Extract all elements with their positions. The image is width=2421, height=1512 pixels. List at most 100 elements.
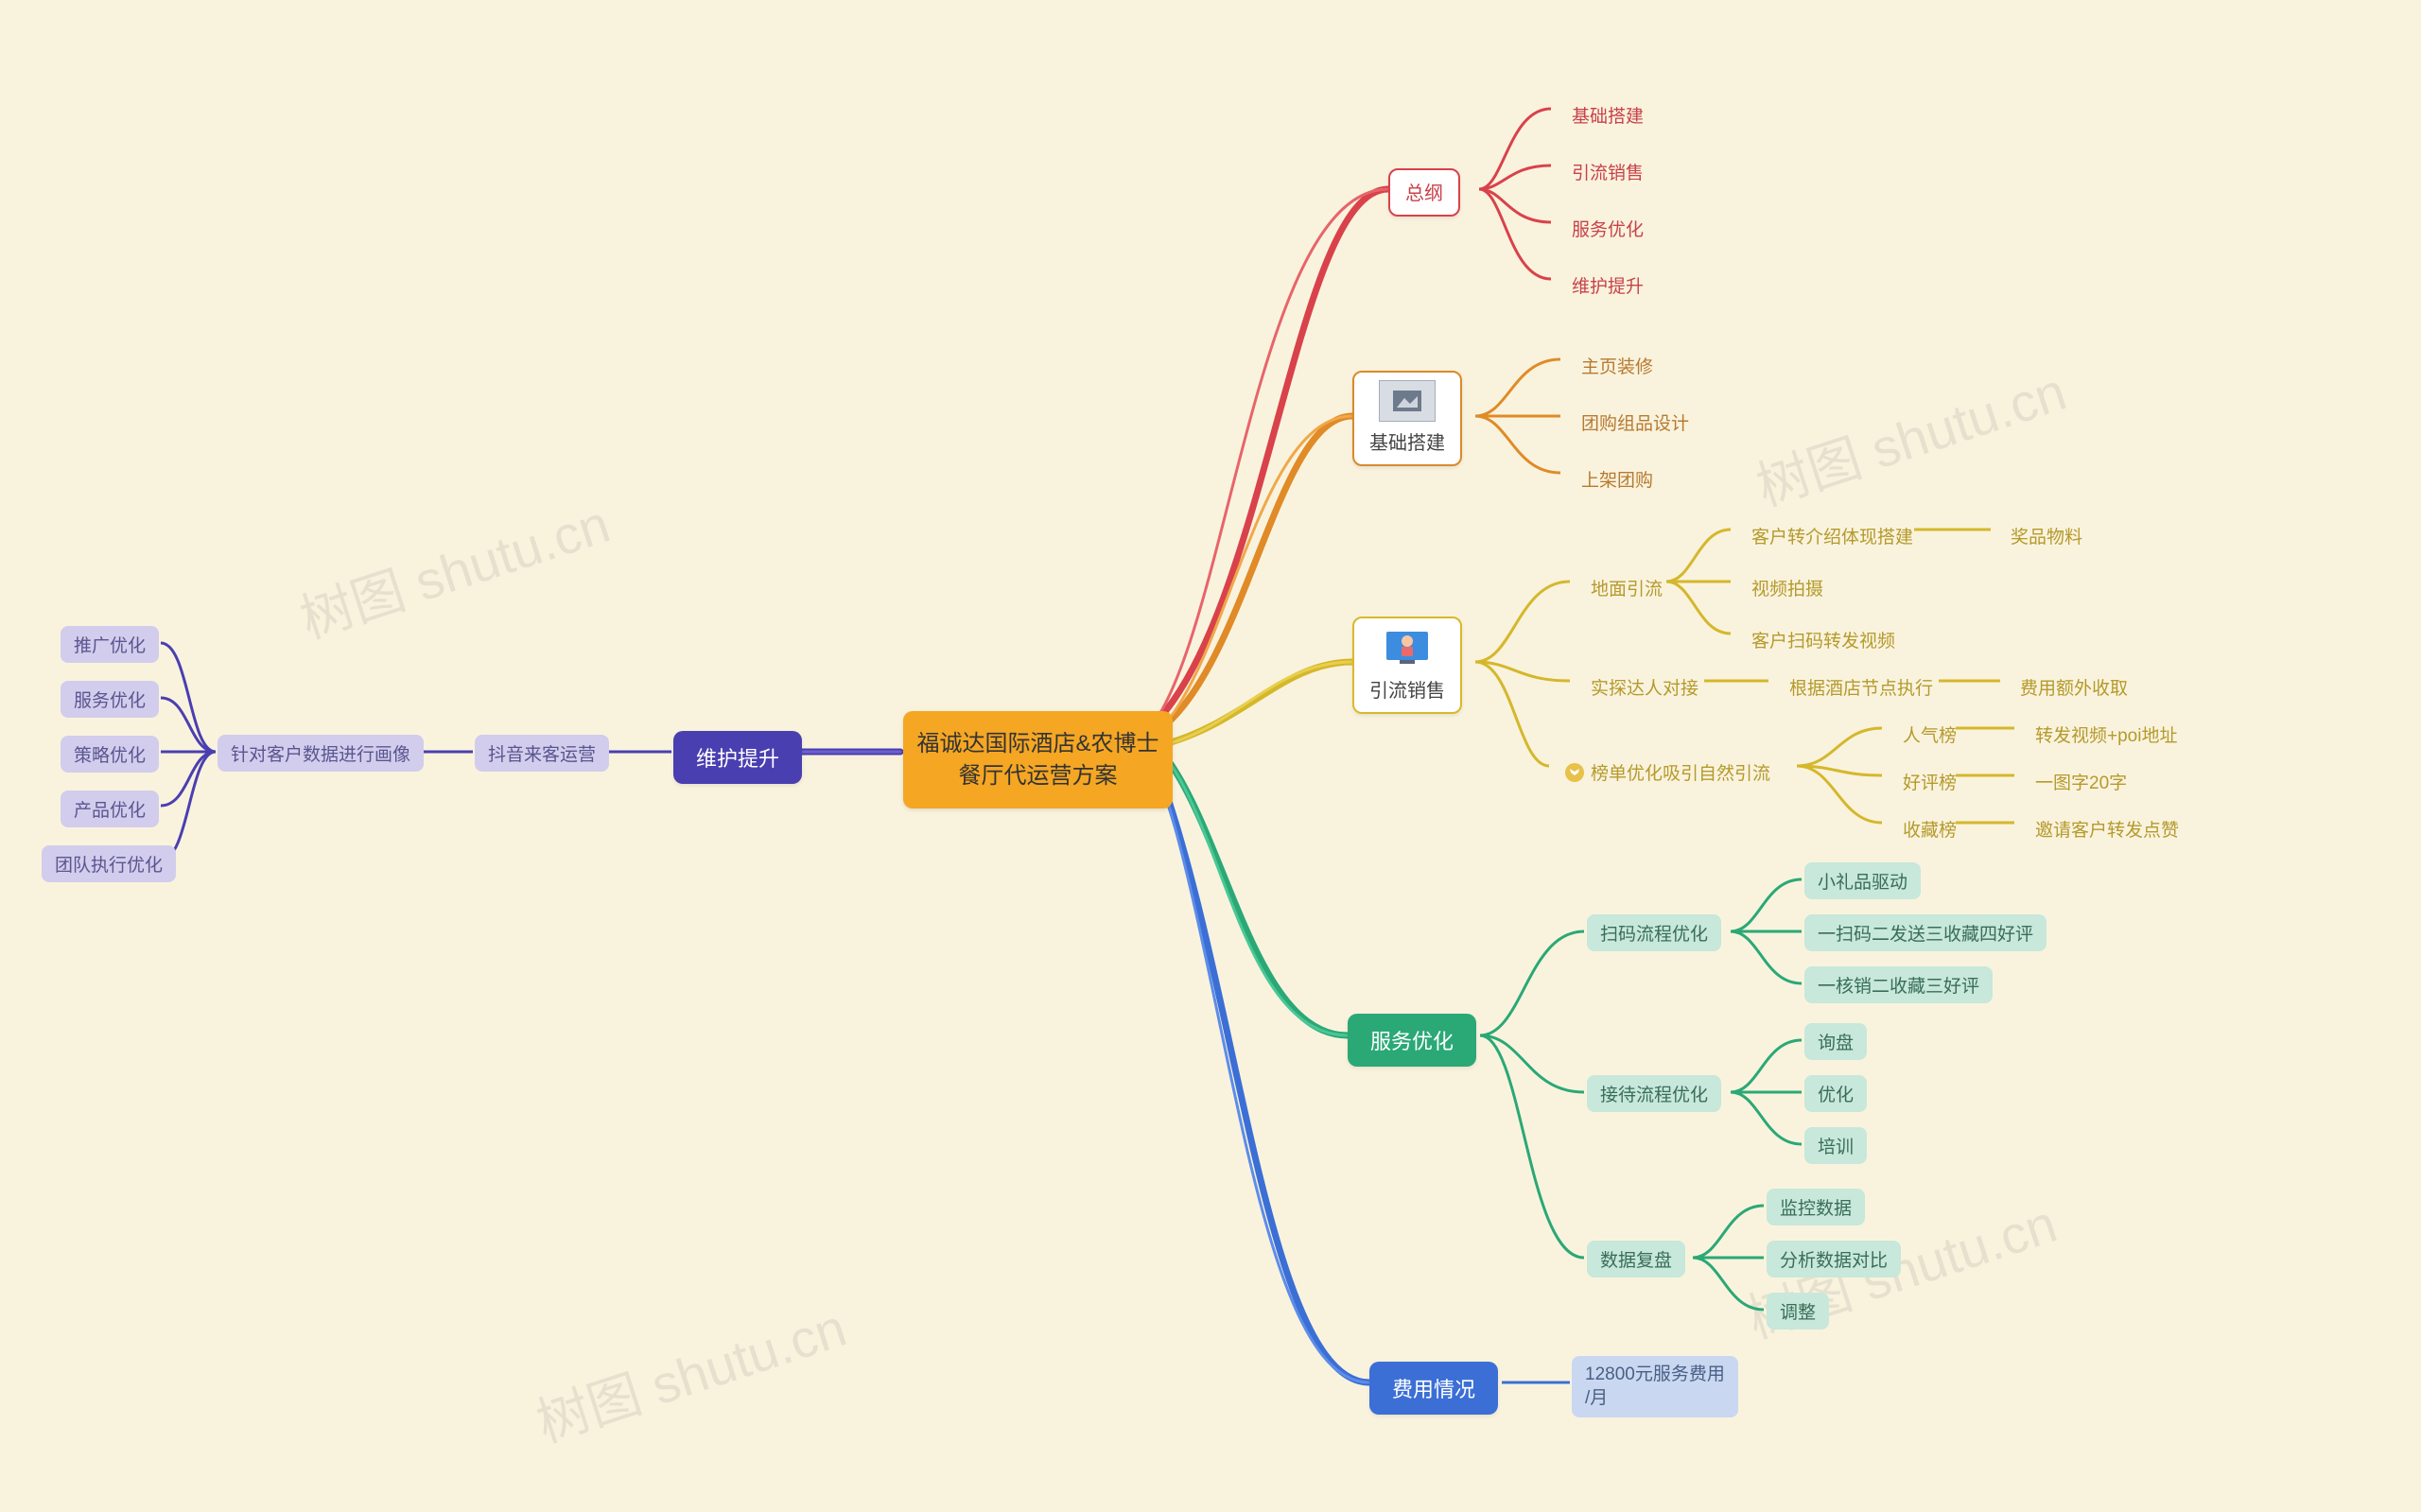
- leaf[interactable]: 监控数据: [1767, 1189, 1865, 1225]
- leaf-label: 产品优化: [74, 796, 146, 822]
- leaf[interactable]: 优化: [1804, 1075, 1867, 1112]
- leaf[interactable]: 一图字20字: [2022, 763, 2140, 800]
- leaf-label: 监控数据: [1780, 1194, 1852, 1220]
- leaf[interactable]: 推广优化: [61, 626, 159, 663]
- branch-zonggang[interactable]: 总纲: [1388, 168, 1460, 217]
- leaf-label: 小礼品驱动: [1818, 868, 1907, 894]
- leaf-label: 调整: [1780, 1298, 1816, 1324]
- leaf-label: 主页装修: [1581, 353, 1653, 378]
- leaf[interactable]: 服务优化: [1559, 210, 1657, 247]
- leaf[interactable]: 团购组品设计: [1568, 404, 1702, 441]
- branch-label: 服务优化: [1370, 1025, 1454, 1055]
- leaf-label: 分析数据对比: [1780, 1246, 1888, 1272]
- leaf-label: 维护提升: [1572, 272, 1644, 298]
- leaf[interactable]: 一核销二收藏三好评: [1804, 966, 1993, 1003]
- leaf[interactable]: 分析数据对比: [1767, 1241, 1901, 1277]
- leaf-label: 收藏榜: [1903, 816, 1957, 842]
- leaf[interactable]: 服务优化: [61, 681, 159, 718]
- branch-label: 引流销售: [1369, 675, 1445, 703]
- leaf-label: 扫码流程优化: [1600, 920, 1708, 946]
- leaf[interactable]: 一扫码二发送三收藏四好评: [1804, 914, 2047, 951]
- leaf-label: /月: [1585, 1387, 1608, 1411]
- leaf-label: 基础搭建: [1572, 102, 1644, 128]
- leaf-label: 好评榜: [1903, 769, 1957, 794]
- leaf-label: 数据复盘: [1600, 1246, 1672, 1272]
- leaf[interactable]: 客户扫码转发视频: [1738, 621, 1908, 658]
- leaf-label: 地面引流: [1591, 575, 1663, 600]
- root-node[interactable]: 福诚达国际酒店&农博士 餐厅代运营方案: [903, 711, 1173, 808]
- leaf-dimian[interactable]: 地面引流: [1577, 569, 1676, 606]
- branch-feiyong[interactable]: 费用情况: [1369, 1362, 1498, 1415]
- leaf[interactable]: 维护提升: [1559, 267, 1657, 304]
- leaf[interactable]: 扫码流程优化: [1587, 914, 1721, 951]
- leaf[interactable]: 基础搭建: [1559, 96, 1657, 133]
- leaf-label: 一图字20字: [2035, 769, 2127, 794]
- leaf-label: 邀请客户转发点赞: [2035, 816, 2179, 842]
- leaf[interactable]: 奖品物料: [1997, 517, 2096, 554]
- branch-fuwu[interactable]: 服务优化: [1348, 1014, 1476, 1067]
- leaf[interactable]: 抖音来客运营: [475, 735, 609, 772]
- leaf[interactable]: 调整: [1767, 1293, 1829, 1330]
- leaf[interactable]: 客户转介绍体现搭建: [1738, 517, 1926, 554]
- leaf[interactable]: 团队执行优化: [42, 845, 176, 882]
- watermark: 树图 shutu.cn: [289, 482, 618, 654]
- branch-weihu[interactable]: 维护提升: [673, 731, 802, 784]
- branch-yinliu[interactable]: 引流销售: [1352, 617, 1462, 714]
- leaf[interactable]: 引流销售: [1559, 153, 1657, 190]
- badge-icon: [1564, 762, 1585, 783]
- watermark: 树图 shutu.cn: [526, 1286, 855, 1458]
- leaf-label: 客户转介绍体现搭建: [1751, 523, 1913, 548]
- branch-label: 总纲: [1405, 178, 1443, 205]
- leaf[interactable]: 询盘: [1804, 1023, 1867, 1060]
- branch-label: 费用情况: [1392, 1373, 1475, 1403]
- leaf-label: 一扫码二发送三收藏四好评: [1818, 920, 2033, 946]
- leaf-label: 奖品物料: [2011, 523, 2082, 548]
- leaf[interactable]: 根据酒店节点执行: [1776, 669, 1946, 705]
- leaf-label: 视频拍摄: [1751, 575, 1823, 600]
- leaf[interactable]: 小礼品驱动: [1804, 862, 1921, 899]
- leaf[interactable]: 针对客户数据进行画像: [218, 735, 424, 772]
- leaf-label: 策略优化: [74, 741, 146, 767]
- leaf-label: 根据酒店节点执行: [1789, 674, 1933, 700]
- leaf-label: 培训: [1818, 1133, 1854, 1158]
- leaf[interactable]: 人气榜: [1890, 716, 1970, 753]
- branch-label: 维护提升: [696, 742, 779, 773]
- branch-label: 基础搭建: [1369, 427, 1445, 455]
- leaf-label: 优化: [1818, 1081, 1854, 1106]
- leaf[interactable]: 好评榜: [1890, 763, 1970, 800]
- leaf[interactable]: 转发视频+poi地址: [2022, 716, 2190, 753]
- leaf-label: 上架团购: [1581, 466, 1653, 492]
- leaf-label: 针对客户数据进行画像: [231, 740, 410, 766]
- image-icon: [1379, 380, 1436, 422]
- leaf-label: 费用额外收取: [2020, 674, 2128, 700]
- leaf[interactable]: 视频拍摄: [1738, 569, 1837, 606]
- leaf[interactable]: 策略优化: [61, 736, 159, 773]
- leaf[interactable]: 费用额外收取: [2007, 669, 2141, 705]
- leaf-bangdan[interactable]: 榜单优化吸引自然引流: [1551, 754, 1784, 791]
- leaf[interactable]: 培训: [1804, 1127, 1867, 1164]
- leaf-label: 服务优化: [1572, 216, 1644, 241]
- leaf-label: 服务优化: [74, 686, 146, 712]
- leaf[interactable]: 邀请客户转发点赞: [2022, 810, 2192, 847]
- leaf-shitan[interactable]: 实探达人对接: [1577, 669, 1712, 705]
- branch-jichu[interactable]: 基础搭建: [1352, 371, 1462, 466]
- leaf[interactable]: 上架团购: [1568, 461, 1666, 497]
- leaf-label: 抖音来客运营: [488, 740, 596, 766]
- person-monitor-icon: [1381, 626, 1434, 675]
- leaf[interactable]: 收藏榜: [1890, 810, 1970, 847]
- leaf-label: 客户扫码转发视频: [1751, 627, 1895, 652]
- leaf-label: 一核销二收藏三好评: [1818, 972, 1979, 998]
- leaf-label: 实探达人对接: [1591, 674, 1698, 700]
- leaf-label: 推广优化: [74, 632, 146, 657]
- leaf-label: 团购组品设计: [1581, 409, 1689, 435]
- leaf[interactable]: 接待流程优化: [1587, 1075, 1721, 1112]
- leaf-label: 询盘: [1818, 1029, 1854, 1054]
- leaf[interactable]: 数据复盘: [1587, 1241, 1685, 1277]
- leaf[interactable]: 产品优化: [61, 791, 159, 827]
- leaf[interactable]: 主页装修: [1568, 347, 1666, 384]
- root-line1: 福诚达国际酒店&农博士: [917, 728, 1159, 760]
- leaf-label: 转发视频+poi地址: [2035, 721, 2177, 747]
- root-line2: 餐厅代运营方案: [917, 760, 1159, 792]
- leaf-label: 接待流程优化: [1600, 1081, 1708, 1106]
- leaf-feiyong[interactable]: 12800元服务费用 /月: [1572, 1356, 1738, 1417]
